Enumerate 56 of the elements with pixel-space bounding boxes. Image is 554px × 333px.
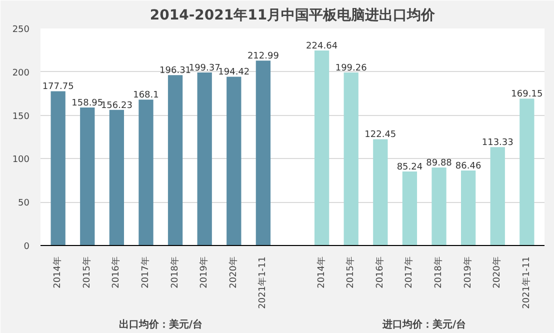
bar [314,50,330,246]
bar [197,72,212,246]
data-label: 89.88 [426,158,452,168]
x-tick-label: 2014年 [316,256,327,288]
data-label: 122.45 [364,130,396,140]
text: 出口均价：美元/台 [118,318,202,330]
bar [109,110,124,246]
x-tick-label: 2020年 [492,256,503,288]
data-label: 158.95 [72,98,104,109]
data-label: 168.1 [133,90,159,101]
y-tick-label: 50 [18,198,30,209]
x-tick-label: 2017年 [140,256,151,288]
y-tick-label: 100 [12,155,30,166]
bar [432,167,446,246]
data-label: 169.15 [511,90,543,100]
x-tick-label: 2019年 [198,256,210,288]
bar [256,60,271,246]
bar [402,172,418,246]
data-label: 199.26 [335,64,368,74]
data-label: 86.46 [455,161,482,172]
data-label: 212.99 [247,52,280,62]
bar [373,139,388,246]
x-tick-label: 2017年 [404,256,415,288]
bar [168,75,183,246]
text: 进口均价：美元/台 [382,318,466,330]
x-tick-label: 2015年 [81,256,92,288]
x-tick-label: 2018年 [169,256,180,288]
x-tick-label: 2021年1-11 [257,256,268,309]
y-tick-label: 200 [12,68,30,78]
x-tick-label: 2016年 [110,256,122,288]
x-tick-label: 2018年 [433,256,444,288]
x-tick-label: 2015年 [345,256,356,288]
bar [490,147,505,246]
y-tick-label: 250 [12,25,30,35]
data-label: 177.75 [42,82,74,92]
bar [50,91,66,246]
data-label: 196.31 [160,66,192,76]
x-tick-label: 2021年1-11 [520,256,532,309]
bar [520,98,534,246]
x-tick-label: 2016年 [374,256,386,288]
data-label: 224.64 [306,42,338,52]
data-label: 156.23 [100,100,132,111]
bar [344,72,358,246]
x-tick-label: 2020年 [228,256,239,288]
data-label: 194.42 [218,68,250,78]
bar [138,100,154,246]
y-tick-label: 150 [12,112,30,122]
x-tick-label: 2014年 [52,256,64,288]
data-label: 85.24 [396,162,423,173]
chart-title: 2014-2021年11月中国平板电脑进出口均价 [150,6,436,24]
bar [80,108,95,246]
data-label: 113.33 [482,138,514,148]
bar [226,76,242,246]
y-tick-label: 0 [24,242,30,252]
bar [460,170,476,246]
x-tick-label: 2019年 [462,256,474,288]
